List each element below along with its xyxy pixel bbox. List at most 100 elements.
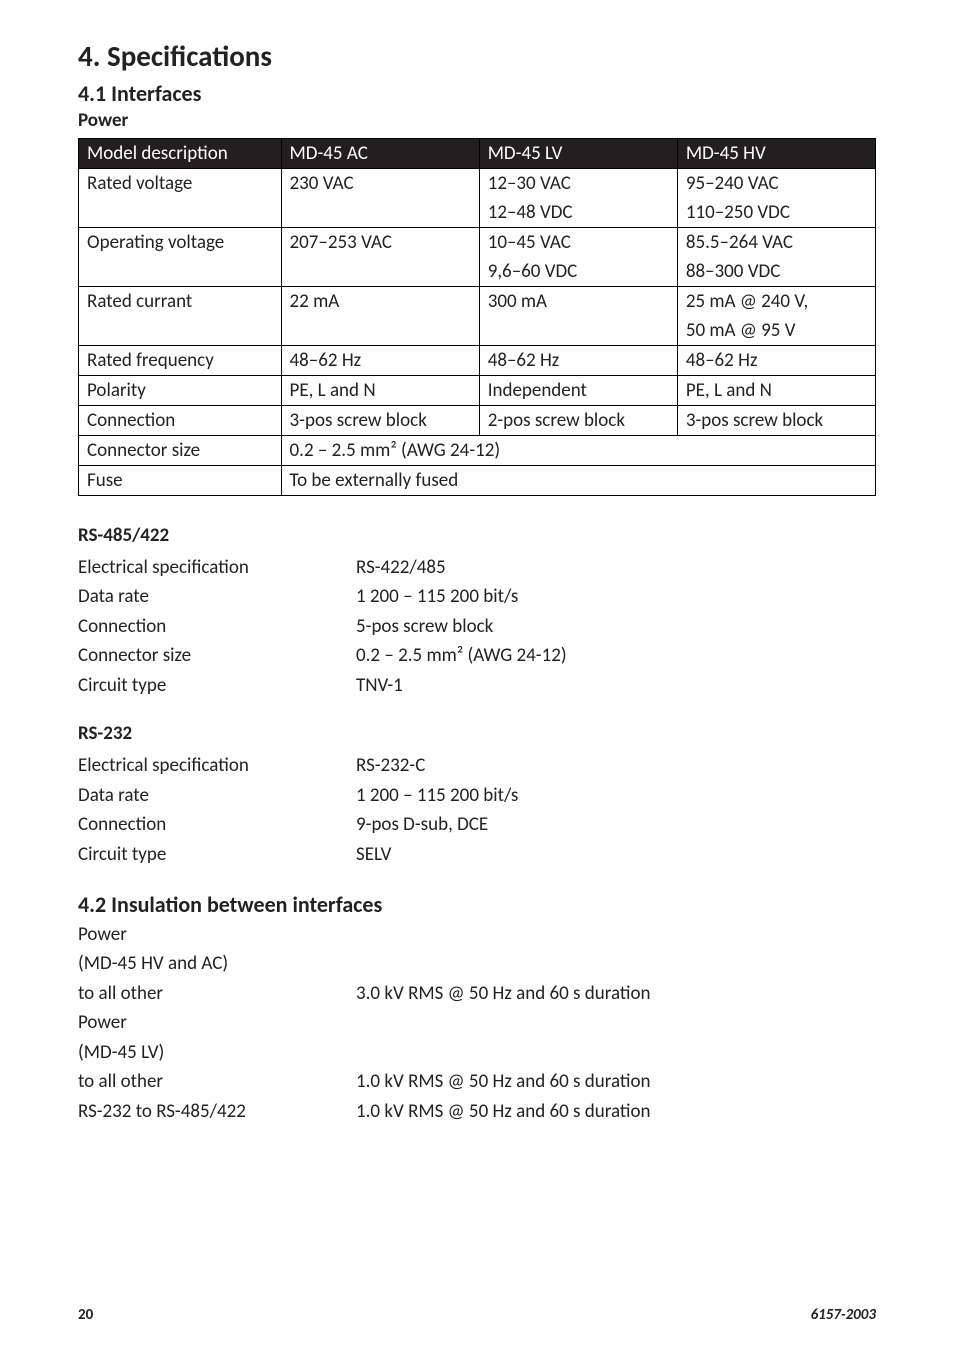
spec-label: (MD-45 LV) [78, 1038, 356, 1067]
row-label: Fuse [79, 466, 282, 496]
insulation-row: RS-232 to RS-485/4221.0 kV RMS @ 50 Hz a… [78, 1097, 876, 1126]
cell-value: 2-pos screw block [479, 406, 677, 436]
section-interfaces: 4.1 Interfaces [78, 80, 876, 107]
cell-value: 3-pos screw block [281, 406, 479, 436]
cell-value: 12–48 VDC [479, 198, 677, 228]
rs232-row: Data rate1 200 – 115 200 bit/s [78, 781, 876, 810]
cell-value: 110–250 VDC [677, 198, 875, 228]
spec-label: Circuit type [78, 671, 356, 700]
rs485-row: Connection5-pos screw block [78, 612, 876, 641]
cell-value: 9,6–60 VDC [479, 257, 677, 287]
cell-value: 300 mA [479, 287, 677, 317]
cell-value: Independent [479, 376, 677, 406]
cell-value: 3-pos screw block [677, 406, 875, 436]
rs485-row: Data rate1 200 – 115 200 bit/s [78, 582, 876, 611]
spec-value [356, 1038, 876, 1067]
rs232-row: Connection9-pos D-sub, DCE [78, 810, 876, 839]
insulation-row: to all other1.0 kV RMS @ 50 Hz and 60 s … [78, 1067, 876, 1096]
cell-value: 25 mA @ 240 V, [677, 287, 875, 317]
col-model-desc: Model description [79, 139, 282, 169]
rs232-row: Circuit typeSELV [78, 840, 876, 869]
rs232-specs: Electrical specificationRS-232-CData rat… [78, 751, 876, 869]
rs485-specs: Electrical specificationRS-422/485Data r… [78, 553, 876, 700]
spec-value: 9-pos D-sub, DCE [356, 810, 876, 839]
spec-value: 1 200 – 115 200 bit/s [356, 781, 876, 810]
table-row: Operating voltage207–253 VAC10–45 VAC85.… [79, 228, 876, 258]
spec-value: RS-232-C [356, 751, 876, 780]
spec-label: RS-232 to RS-485/422 [78, 1097, 356, 1126]
cell-value: 88–300 VDC [677, 257, 875, 287]
cell-value: To be externally fused [281, 466, 875, 496]
rs485-row: Circuit typeTNV-1 [78, 671, 876, 700]
spec-value [356, 920, 876, 949]
spec-value: 1.0 kV RMS @ 50 Hz and 60 s duration [356, 1097, 876, 1126]
subsection-rs485: RS-485/422 [78, 524, 876, 547]
rs232-row: Electrical specificationRS-232-C [78, 751, 876, 780]
col-header: MD-45 AC [281, 139, 479, 169]
cell-value [79, 316, 282, 346]
spec-label: Connector size [78, 641, 356, 670]
cell-value [79, 257, 282, 287]
cell-value: 22 mA [281, 287, 479, 317]
spec-label: Data rate [78, 781, 356, 810]
table-row: Connection3-pos screw block2-pos screw b… [79, 406, 876, 436]
spec-label: (MD-45 HV and AC) [78, 949, 356, 978]
cell-value [479, 316, 677, 346]
table-row: 12–48 VDC110–250 VDC [79, 198, 876, 228]
row-label: Rated frequency [79, 346, 282, 376]
cell-value: 207–253 VAC [281, 228, 479, 258]
table-row: 9,6–60 VDC88–300 VDC [79, 257, 876, 287]
spec-label: to all other [78, 1067, 356, 1096]
spec-label: Data rate [78, 582, 356, 611]
cell-value [281, 316, 479, 346]
insulation-row: Power [78, 920, 876, 949]
insulation-row: (MD-45 HV and AC) [78, 949, 876, 978]
spec-value: 5-pos screw block [356, 612, 876, 641]
spec-label: Electrical specification [78, 751, 356, 780]
cell-value: 0.2 – 2.5 mm² (AWG 24-12) [281, 436, 875, 466]
cell-value [281, 257, 479, 287]
row-label: Rated voltage [79, 169, 282, 199]
spec-value: 1 200 – 115 200 bit/s [356, 582, 876, 611]
spec-value: RS-422/485 [356, 553, 876, 582]
cell-value: 85.5–264 VAC [677, 228, 875, 258]
table-row: PolarityPE, L and NIndependentPE, L and … [79, 376, 876, 406]
spec-label: Connection [78, 612, 356, 641]
page-container: 4. Specifications 4.1 Interfaces Power M… [0, 0, 954, 1354]
subsection-power: Power [78, 109, 876, 132]
spec-value [356, 949, 876, 978]
subsection-rs232: RS-232 [78, 722, 876, 745]
cell-value: 48–62 Hz [479, 346, 677, 376]
insulation-row: to all other3.0 kV RMS @ 50 Hz and 60 s … [78, 979, 876, 1008]
page-number: 20 [78, 1306, 93, 1324]
cell-value: 12–30 VAC [479, 169, 677, 199]
cell-value [281, 198, 479, 228]
row-label: Connection [79, 406, 282, 436]
cell-value [79, 198, 282, 228]
spec-value: SELV [356, 840, 876, 869]
spec-label: Power [78, 920, 356, 949]
power-table: Model descriptionMD-45 ACMD-45 LVMD-45 H… [78, 138, 876, 496]
spec-label: Electrical specification [78, 553, 356, 582]
spec-label: to all other [78, 979, 356, 1008]
insulation-row: Power [78, 1008, 876, 1037]
cell-value: PE, L and N [677, 376, 875, 406]
table-row: Rated voltage230 VAC12–30 VAC95–240 VAC [79, 169, 876, 199]
spec-value: 0.2 – 2.5 mm² (AWG 24-12) [356, 641, 876, 670]
table-row: FuseTo be externally fused [79, 466, 876, 496]
cell-value: 50 mA @ 95 V [677, 316, 875, 346]
rs485-row: Electrical specificationRS-422/485 [78, 553, 876, 582]
cell-value: 95–240 VAC [677, 169, 875, 199]
row-label: Operating voltage [79, 228, 282, 258]
cell-value: PE, L and N [281, 376, 479, 406]
spec-label: Power [78, 1008, 356, 1037]
insulation-row: (MD-45 LV) [78, 1038, 876, 1067]
table-row: Connector size0.2 – 2.5 mm² (AWG 24-12) [79, 436, 876, 466]
spec-value: TNV-1 [356, 671, 876, 700]
row-label: Polarity [79, 376, 282, 406]
table-row: Rated frequency48–62 Hz48–62 Hz48–62 Hz [79, 346, 876, 376]
table-row: 50 mA @ 95 V [79, 316, 876, 346]
col-header: MD-45 HV [677, 139, 875, 169]
cell-value: 10–45 VAC [479, 228, 677, 258]
page-title: 4. Specifications [78, 38, 876, 74]
